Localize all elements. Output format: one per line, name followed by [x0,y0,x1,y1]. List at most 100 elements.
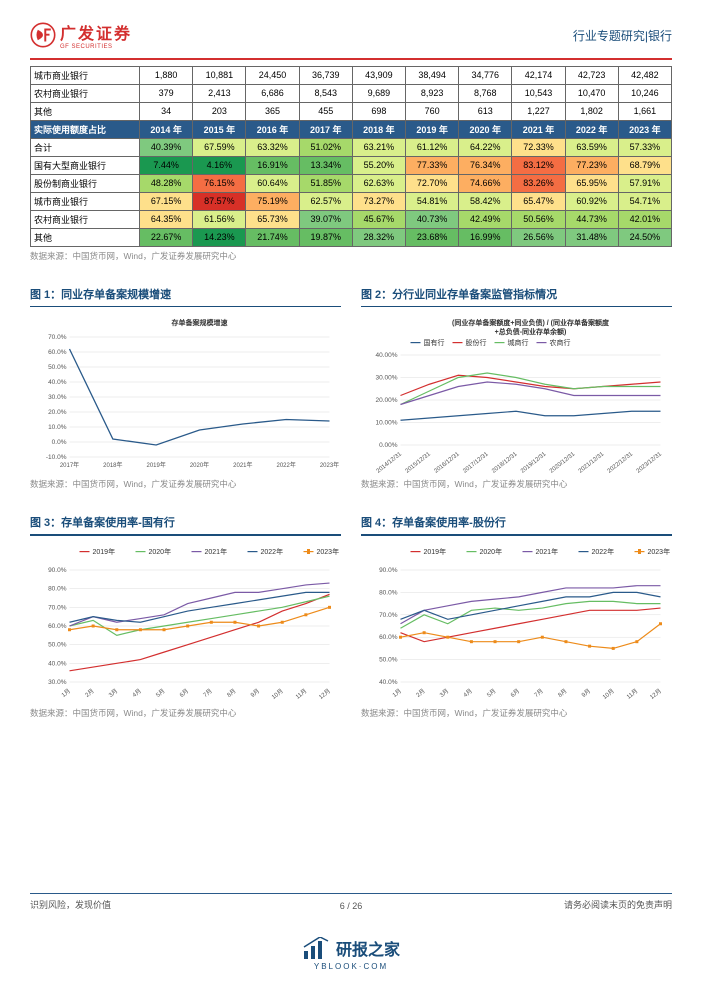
svg-text:2023年: 2023年 [320,461,339,469]
svg-text:6月: 6月 [509,687,521,698]
svg-text:10.00%: 10.00% [375,420,397,427]
svg-text:30.00%: 30.00% [375,375,397,382]
header-rule [30,58,672,60]
svg-text:70.0%: 70.0% [379,611,398,618]
svg-text:(同业存单备案额度+同业负债) / (同业存单备案额度: (同业存单备案额度+同业负债) / (同业存单备案额度 [452,318,610,327]
chart-1-source: 数据来源：中国货币网，Wind，广发证券发展研究中心 [30,478,341,490]
svg-text:12月: 12月 [318,687,332,700]
svg-text:4月: 4月 [131,687,143,698]
footer-left: 识别风险，发现价值 [30,898,111,911]
svg-text:2018/12/31: 2018/12/31 [491,451,519,475]
svg-text:2021年: 2021年 [205,547,228,556]
svg-text:10月: 10月 [270,687,284,700]
svg-text:1月: 1月 [391,687,403,698]
svg-text:70.0%: 70.0% [48,604,67,611]
svg-text:7月: 7月 [202,687,214,698]
svg-text:2022年: 2022年 [276,461,295,469]
svg-text:农商行: 农商行 [550,338,571,347]
svg-text:10.0%: 10.0% [48,424,67,431]
svg-text:股份行: 股份行 [466,338,487,347]
chart-1-title: 图 1：同业存单备案规模增速 [30,286,341,302]
svg-text:3月: 3月 [108,687,120,698]
svg-text:0.00%: 0.00% [379,442,398,449]
data-table: 城市商业银行1,88010,88124,45036,73943,90938,49… [30,66,672,247]
svg-text:2023/12/31: 2023/12/31 [636,451,664,475]
svg-text:2016/12/31: 2016/12/31 [433,451,461,475]
svg-text:2022年: 2022年 [261,547,284,556]
table-source: 数据来源：中国货币网，Wind，广发证券发展研究中心 [30,250,672,262]
svg-text:2022/12/31: 2022/12/31 [607,451,635,475]
svg-text:90.0%: 90.0% [379,567,398,574]
svg-text:2021年: 2021年 [233,461,252,469]
svg-text:2020年: 2020年 [190,461,209,469]
svg-text:存单备案规模增速: 存单备案规模增速 [172,318,228,327]
svg-text:30.0%: 30.0% [48,394,67,401]
svg-text:30.0%: 30.0% [48,679,67,686]
svg-text:城商行: 城商行 [508,338,529,347]
chart-3-title: 图 3：存单备案使用率-国有行 [30,514,341,530]
svg-text:2020年: 2020年 [149,547,172,556]
svg-text:2017年: 2017年 [60,461,79,469]
svg-text:-10.0%: -10.0% [46,454,67,461]
svg-text:9月: 9月 [580,687,592,698]
chart-1: 图 1：同业存单备案规模增速 存单备案规模增速 -10.0% 0.0% 10.0% 20… [30,286,341,491]
svg-text:50.0%: 50.0% [48,641,67,648]
logo-main-text: 广发证券 [60,20,132,44]
svg-text:2月: 2月 [84,687,96,698]
gf-logo-icon [30,22,56,48]
chart-4: 图 4：存单备案使用率-股份行 2019年 2020年 2021年 2022年 2023… [361,514,672,719]
svg-text:10月: 10月 [601,687,615,700]
footer-brand: 研报之家 [30,936,672,960]
svg-text:+总负债-同业存单余额): +总负债-同业存单余额) [495,327,567,336]
svg-text:5月: 5月 [155,687,167,698]
svg-text:2月: 2月 [415,687,427,698]
svg-text:2019年: 2019年 [424,547,447,556]
svg-text:80.0%: 80.0% [48,585,67,592]
svg-text:5月: 5月 [486,687,498,698]
svg-text:2017/12/31: 2017/12/31 [462,451,490,475]
svg-text:20.00%: 20.00% [375,397,397,404]
svg-text:11月: 11月 [294,687,308,700]
svg-text:11月: 11月 [625,687,639,700]
svg-text:12月: 12月 [649,687,663,700]
svg-text:80.0%: 80.0% [379,589,398,596]
svg-text:0.0%: 0.0% [52,439,67,446]
svg-text:90.0%: 90.0% [48,567,67,574]
chart-4-source: 数据来源：中国货币网，Wind，广发证券发展研究中心 [361,707,672,719]
footer-url: YBLOOK·COM [30,962,672,971]
svg-text:60.0%: 60.0% [48,349,67,356]
footer: 识别风险，发现价值 请务必阅读末页的免责声明 6 / 26 研报之家 YBLOO… [30,893,672,971]
svg-text:40.0%: 40.0% [379,679,398,686]
chart-3-source: 数据来源：中国货币网，Wind，广发证券发展研究中心 [30,707,341,719]
svg-text:2020年: 2020年 [480,547,503,556]
svg-text:2023年: 2023年 [317,547,340,556]
svg-text:9月: 9月 [249,687,261,698]
svg-text:1月: 1月 [60,687,72,698]
logo-sub-text: GF SECURITIES [60,44,132,50]
svg-text:2015/12/31: 2015/12/31 [404,451,432,475]
svg-text:2021/12/31: 2021/12/31 [578,451,606,475]
header-right: 行业专题研究|银行 [573,27,672,44]
footer-right: 请务必阅读末页的免责声明 [564,898,672,911]
svg-text:7月: 7月 [533,687,545,698]
svg-text:3月: 3月 [439,687,451,698]
svg-text:6月: 6月 [178,687,190,698]
svg-text:4月: 4月 [462,687,474,698]
svg-text:50.0%: 50.0% [379,656,398,663]
chart-2-source: 数据来源：中国货币网，Wind，广发证券发展研究中心 [361,478,672,490]
svg-text:2020/12/31: 2020/12/31 [549,451,577,475]
logo: 广发证券 GF SECURITIES [30,20,132,50]
svg-text:20.0%: 20.0% [48,409,67,416]
svg-text:40.00%: 40.00% [375,352,397,359]
svg-text:2021年: 2021年 [536,547,559,556]
svg-text:2022年: 2022年 [592,547,615,556]
svg-text:70.0%: 70.0% [48,334,67,341]
svg-text:50.0%: 50.0% [48,364,67,371]
svg-text:40.0%: 40.0% [48,660,67,667]
svg-text:2019/12/31: 2019/12/31 [520,451,548,475]
svg-text:60.0%: 60.0% [379,634,398,641]
svg-text:国有行: 国有行 [424,338,445,347]
chart-4-title: 图 4：存单备案使用率-股份行 [361,514,672,530]
svg-text:2019年: 2019年 [93,547,116,556]
svg-text:2023年: 2023年 [648,547,671,556]
